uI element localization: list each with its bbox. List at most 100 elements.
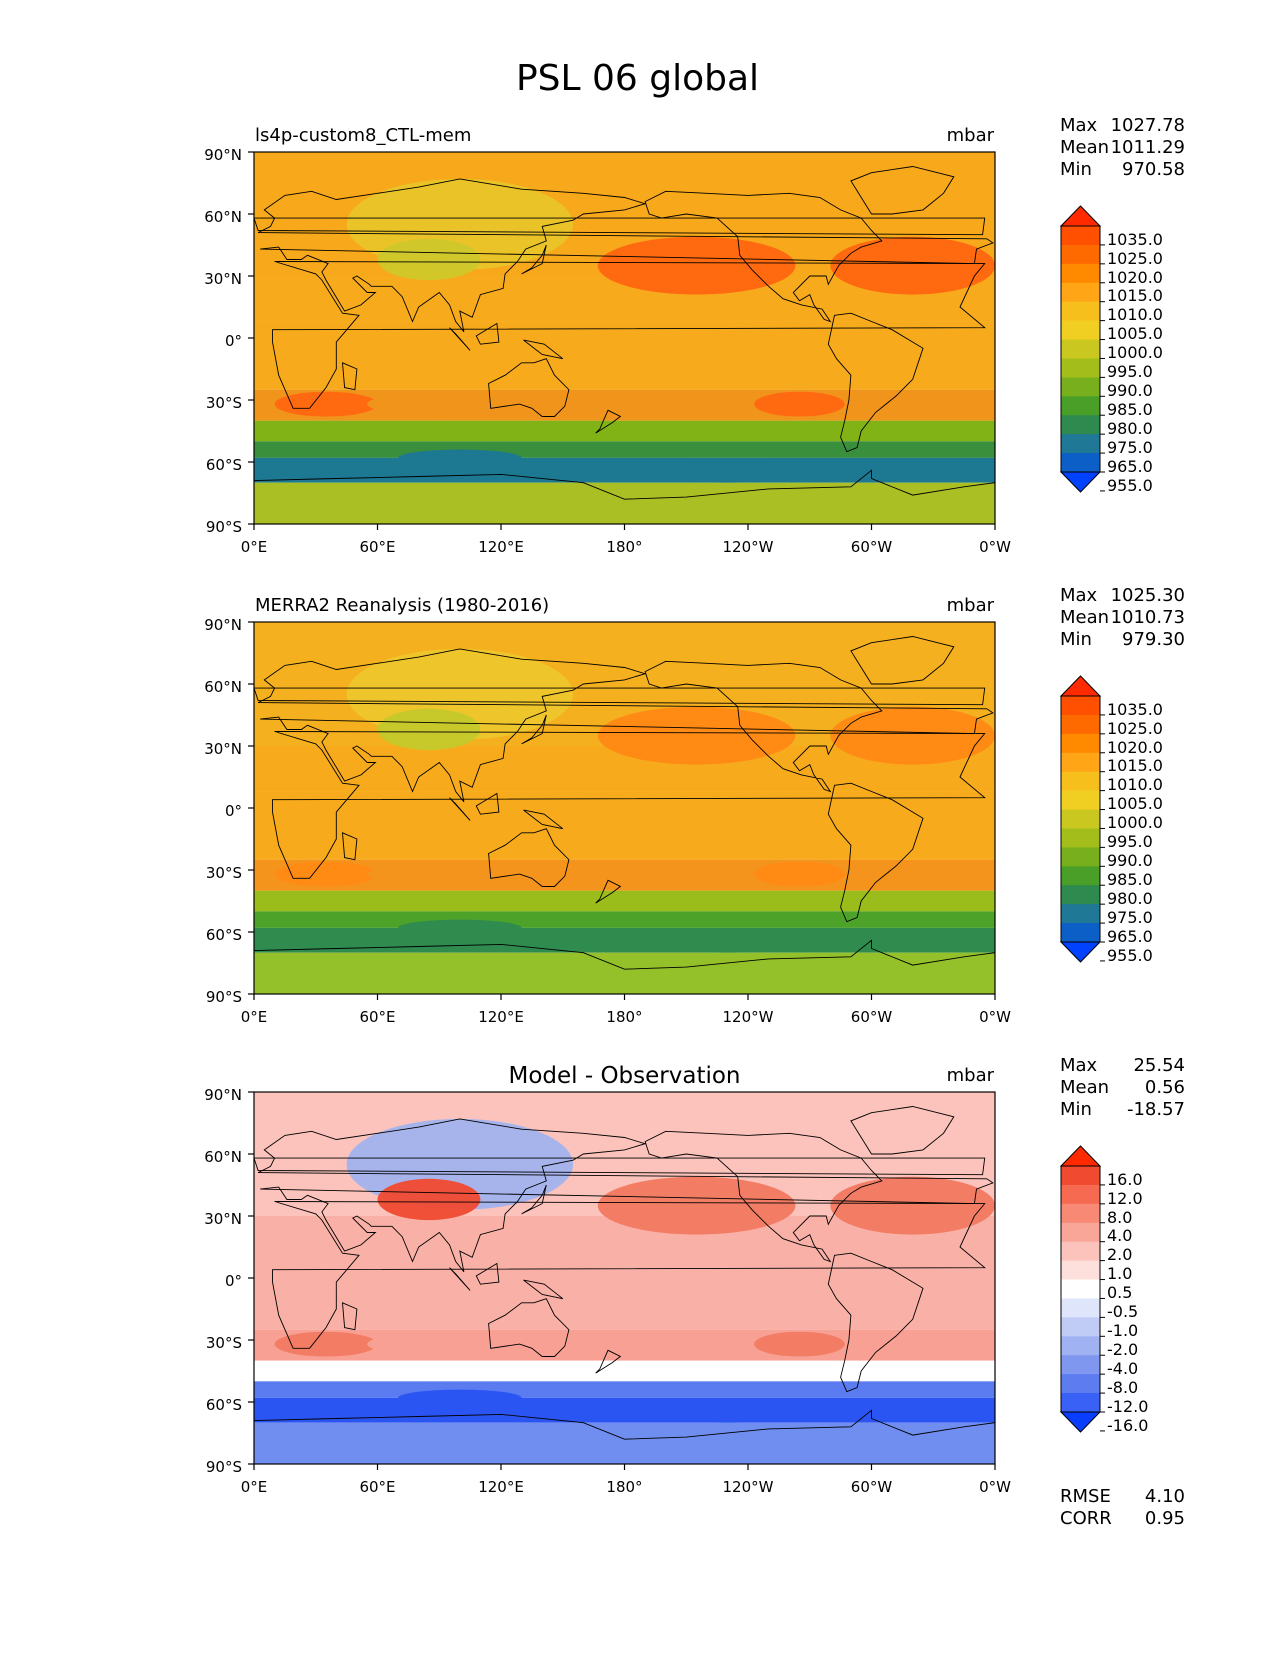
colorbar-segment xyxy=(1061,866,1100,886)
lon-tick-label: 120°E xyxy=(478,1478,524,1496)
colorbar-segment xyxy=(1061,434,1100,454)
panel-center-title: Model - Observation xyxy=(508,1062,741,1089)
colorbar-tick-label: 1015.0 xyxy=(1107,756,1163,776)
colorbar-tick-label: 955.0 xyxy=(1107,475,1153,495)
lon-tick-label: 0°W xyxy=(979,538,1011,556)
lon-tick-label: 60°E xyxy=(359,538,396,556)
lat-tick-label: 30°S xyxy=(205,1334,242,1352)
stat-min-value: 970.58 xyxy=(1122,158,1185,180)
lat-tick-label: 30°N xyxy=(204,270,242,288)
colorbar-segment xyxy=(1061,1374,1100,1394)
lon-tick-label: 180° xyxy=(606,1008,643,1026)
lon-tick-label: 0°E xyxy=(240,1008,268,1026)
colorbar-segment xyxy=(1061,1279,1100,1299)
colorbar-tick-label: 4.0 xyxy=(1107,1226,1133,1246)
lon-tick-label: 60°E xyxy=(359,1008,396,1026)
lat-tick-label: 30°N xyxy=(204,740,242,758)
lat-tick-label: 0° xyxy=(224,802,242,820)
colorbar-tick-label: 0.5 xyxy=(1107,1283,1133,1303)
lon-tick-label: 0°W xyxy=(979,1478,1011,1496)
colorbar-segment xyxy=(1061,885,1100,905)
lon-tick-label: 60°W xyxy=(850,538,893,556)
colorbar-segment xyxy=(1061,1184,1100,1205)
colorbar-tick-label: 980.0 xyxy=(1107,888,1153,908)
panel-left-title: MERRA2 Reanalysis (1980-2016) xyxy=(255,594,550,616)
colorbar-segment xyxy=(1061,828,1100,848)
panel-left-title: ls4p-custom8_CTL-mem xyxy=(255,124,472,146)
lat-tick-label: 0° xyxy=(224,1272,242,1290)
lat-tick-label: 60°N xyxy=(204,208,242,226)
colorbar-tick-label: -1.0 xyxy=(1107,1321,1139,1341)
colorbar-segment xyxy=(1061,771,1100,792)
colorbar-segment xyxy=(1061,320,1100,341)
lon-tick-label: 0°E xyxy=(240,538,268,556)
colorbar-segment xyxy=(1061,244,1100,265)
colorbar-segment xyxy=(1061,1298,1100,1318)
colorbar-tick-label: 1010.0 xyxy=(1107,305,1163,325)
lon-tick-label: 60°W xyxy=(850,1478,893,1496)
colorbar-segment xyxy=(1061,1393,1100,1413)
colorbar-segment xyxy=(1061,301,1100,322)
map-panel-diff xyxy=(248,1091,1105,1470)
colorbar-tick-label: -2.0 xyxy=(1107,1339,1139,1359)
lon-tick-label: 120°W xyxy=(722,538,774,556)
stat-mean-label: Mean xyxy=(1060,1076,1110,1098)
colorbar-tick-label: 1025.0 xyxy=(1107,248,1163,268)
colorbar-tick-label: 1005.0 xyxy=(1107,794,1163,814)
lon-tick-label: 180° xyxy=(606,538,643,556)
panel-units: mbar xyxy=(946,124,994,146)
colorbar-segment xyxy=(1061,904,1100,924)
colorbar-tick-label: 995.0 xyxy=(1107,362,1153,382)
colorbar-tick-label: 985.0 xyxy=(1107,869,1153,889)
lon-tick-label: 120°E xyxy=(478,1008,524,1026)
map-panel-obs xyxy=(248,621,1105,1000)
colorbar-tick-label: 1005.0 xyxy=(1107,324,1163,344)
stat-mean-value: 0.56 xyxy=(1144,1076,1185,1098)
colorbar-segment xyxy=(1061,809,1100,829)
lat-tick-label: 30°S xyxy=(205,864,242,882)
colorbar-tick-label: 975.0 xyxy=(1107,437,1153,457)
stat-min-label: Min xyxy=(1060,158,1092,180)
colorbar-tick-label: 1015.0 xyxy=(1107,286,1163,306)
colorbar-tick-label: 1020.0 xyxy=(1107,267,1163,287)
colorbar-obs xyxy=(1059,675,1105,963)
stat-max-label: Max xyxy=(1060,1054,1098,1076)
lat-tick-label: 60°S xyxy=(205,456,242,474)
colorbar-segment xyxy=(1061,1260,1100,1281)
stat-mean-label: Mean xyxy=(1060,606,1110,628)
lon-tick-label: 180° xyxy=(606,1478,643,1496)
lat-tick-label: 60°N xyxy=(204,1148,242,1166)
stat-max-label: Max xyxy=(1060,114,1098,136)
colorbar-tick-label: 1020.0 xyxy=(1107,737,1163,757)
colorbar-tick-label: -12.0 xyxy=(1107,1396,1149,1416)
stat-max-value: 1027.78 xyxy=(1110,114,1185,136)
lat-tick-label: 30°N xyxy=(204,1210,242,1228)
lat-tick-label: 60°S xyxy=(205,926,242,944)
colorbar-tick-label: 1.0 xyxy=(1107,1264,1133,1284)
colorbar-segment xyxy=(1061,790,1100,811)
colorbar-segment xyxy=(1061,415,1100,435)
colorbar-tick-label: -16.0 xyxy=(1107,1415,1149,1435)
colorbar-tick-label: 1010.0 xyxy=(1107,775,1163,795)
lat-tick-label: 60°N xyxy=(204,678,242,696)
colorbar-tick-label: 955.0 xyxy=(1107,945,1153,965)
colorbar-segment xyxy=(1061,1203,1100,1224)
stat-min-label: Min xyxy=(1060,628,1092,650)
colorbar-tick-label: 985.0 xyxy=(1107,399,1153,419)
colorbar-segment xyxy=(1061,1355,1100,1375)
stat-max-value: 1025.30 xyxy=(1110,584,1185,606)
colorbar-tick-label: 990.0 xyxy=(1107,381,1153,401)
lon-tick-label: 0°W xyxy=(979,1008,1011,1026)
lon-tick-label: 120°W xyxy=(722,1008,774,1026)
panel-units: mbar xyxy=(946,1064,994,1086)
panel-units: mbar xyxy=(946,594,994,616)
colorbar-tick-label: 975.0 xyxy=(1107,907,1153,927)
colorbar-tick-label: 2.0 xyxy=(1107,1245,1133,1265)
coastlines xyxy=(253,636,996,995)
colorbar-segment xyxy=(1061,1336,1100,1356)
colorbar-model xyxy=(1059,205,1105,493)
pressure-field xyxy=(254,622,995,994)
colorbar-segment xyxy=(1061,453,1100,473)
stat-min-value: 979.30 xyxy=(1122,628,1185,650)
